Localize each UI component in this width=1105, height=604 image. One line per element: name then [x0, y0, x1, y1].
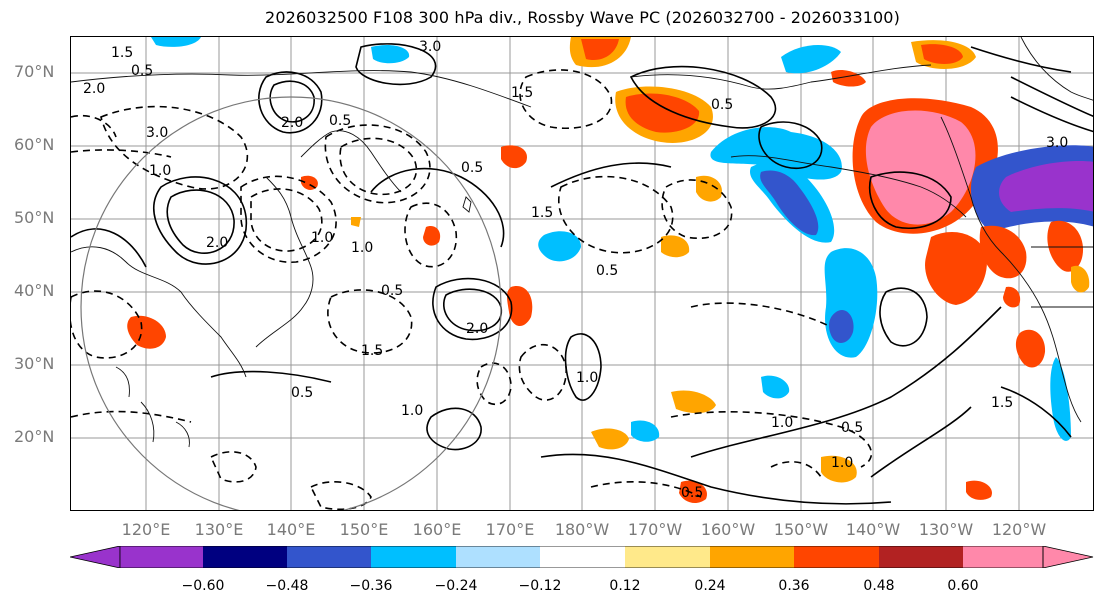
lon-label-150w: 150°W — [773, 520, 829, 539]
contour-label: 0.5 — [461, 160, 483, 176]
colorbar-tick-label: −0.36 — [349, 578, 393, 594]
contour-label: 0.5 — [841, 420, 863, 436]
lat-label-40: 40°N — [14, 281, 55, 300]
lon-label-140e: 140°E — [266, 520, 316, 539]
contours-dashed — [71, 69, 873, 510]
map-title: 2026032500 F108 300 hPa div., Rossby Wav… — [265, 8, 900, 27]
contour-label: 1.0 — [576, 370, 598, 386]
lon-label-170w: 170°W — [627, 520, 683, 539]
colorbar-tick-label: −0.48 — [265, 578, 309, 594]
reference-circle — [80, 96, 502, 510]
colorbar-tick-label: 0.24 — [694, 578, 726, 594]
colorbar — [70, 546, 1094, 568]
contour-label: 2.0 — [83, 81, 105, 97]
contour-label: 0.5 — [291, 385, 313, 401]
contour-label: 1.5 — [511, 85, 533, 101]
lat-label-50: 50°N — [14, 208, 55, 227]
colorbar-swatch — [120, 546, 203, 568]
lon-label-130w: 130°W — [918, 520, 974, 539]
colorbar-frame — [119, 546, 1044, 568]
lon-label-170e: 170°E — [485, 520, 535, 539]
contour-label: 1.0 — [771, 415, 793, 431]
colorbar-swatches — [70, 546, 1094, 568]
lat-label-20: 20°N — [14, 427, 55, 446]
contour-label: 1.5 — [111, 45, 133, 61]
contour-label: 0.5 — [381, 283, 403, 299]
contour-label: 1.5 — [361, 343, 383, 359]
contour-label: 2.0 — [281, 115, 303, 131]
lon-label-160e: 160°E — [412, 520, 462, 539]
contour-label: 1.0 — [149, 163, 171, 179]
colorbar-swatch — [625, 546, 710, 568]
contour-label: 0.5 — [596, 263, 618, 279]
lon-label-150e: 150°E — [339, 520, 389, 539]
contour-label: 0.5 — [131, 63, 153, 79]
lon-label-180w: 180°W — [554, 520, 610, 539]
lat-label-60: 60°N — [14, 135, 55, 154]
colorbar-swatch — [371, 546, 456, 568]
colorbar-tick-label: 0.60 — [947, 578, 979, 594]
colorbar-swatch — [287, 546, 371, 568]
lat-label-30: 30°N — [14, 354, 55, 373]
colorbar-tick-label: −0.12 — [518, 578, 562, 594]
lon-label-120w: 120°W — [991, 520, 1047, 539]
colorbar-tick-label: −0.24 — [434, 578, 478, 594]
colorbar-swatch — [879, 546, 963, 568]
contour-label: 1.0 — [351, 240, 373, 256]
contour-label: 1.0 — [401, 403, 423, 419]
lon-label-160w: 160°W — [700, 520, 756, 539]
contour-label: 2.0 — [466, 321, 488, 337]
map-canvas: 3.0 1.5 0.5 2.0 3.0 1.0 0.5 1.5 2.0 0.5 … — [71, 37, 1093, 510]
colorbar-extend-low — [70, 546, 121, 568]
colorbar-swatch — [203, 546, 287, 568]
lat-label-70: 70°N — [14, 62, 55, 81]
contour-label: 3.0 — [1046, 135, 1068, 151]
colorbar-swatch — [794, 546, 879, 568]
coastlines — [71, 37, 1093, 448]
colorbar-extend-high — [1042, 546, 1094, 568]
colorbar-swatch — [456, 546, 540, 568]
contours-solid — [71, 43, 1093, 505]
colorbar-tick-label: −0.60 — [181, 578, 225, 594]
contour-label-group: 3.0 1.5 0.5 2.0 3.0 1.0 0.5 1.5 2.0 0.5 … — [83, 39, 1068, 501]
lon-label-140w: 140°W — [845, 520, 901, 539]
contour-label: 0.5 — [711, 97, 733, 113]
colorbar-swatch — [963, 546, 1043, 568]
contour-label: 1.0 — [311, 230, 333, 246]
colorbar-tick-label: 0.48 — [863, 578, 895, 594]
lon-label-130e: 130°E — [194, 520, 244, 539]
contour-label: 3.0 — [419, 39, 441, 55]
colorbar-tick-label: 0.12 — [609, 578, 641, 594]
contour-label: 1.0 — [831, 455, 853, 471]
contour-label: 1.5 — [531, 205, 553, 221]
contour-label: 0.5 — [329, 113, 351, 129]
colorbar-swatch — [540, 546, 625, 568]
contour-label: 2.0 — [206, 235, 228, 251]
contour-label: 0.5 — [681, 485, 703, 501]
map-panel[interactable]: 3.0 1.5 0.5 2.0 3.0 1.0 0.5 1.5 2.0 0.5 … — [70, 36, 1094, 511]
contour-label: 3.0 — [146, 125, 168, 141]
lon-label-120e: 120°E — [121, 520, 171, 539]
colorbar-tick-label: 0.36 — [778, 578, 810, 594]
colorbar-swatch — [710, 546, 794, 568]
contour-label: 1.5 — [991, 395, 1013, 411]
